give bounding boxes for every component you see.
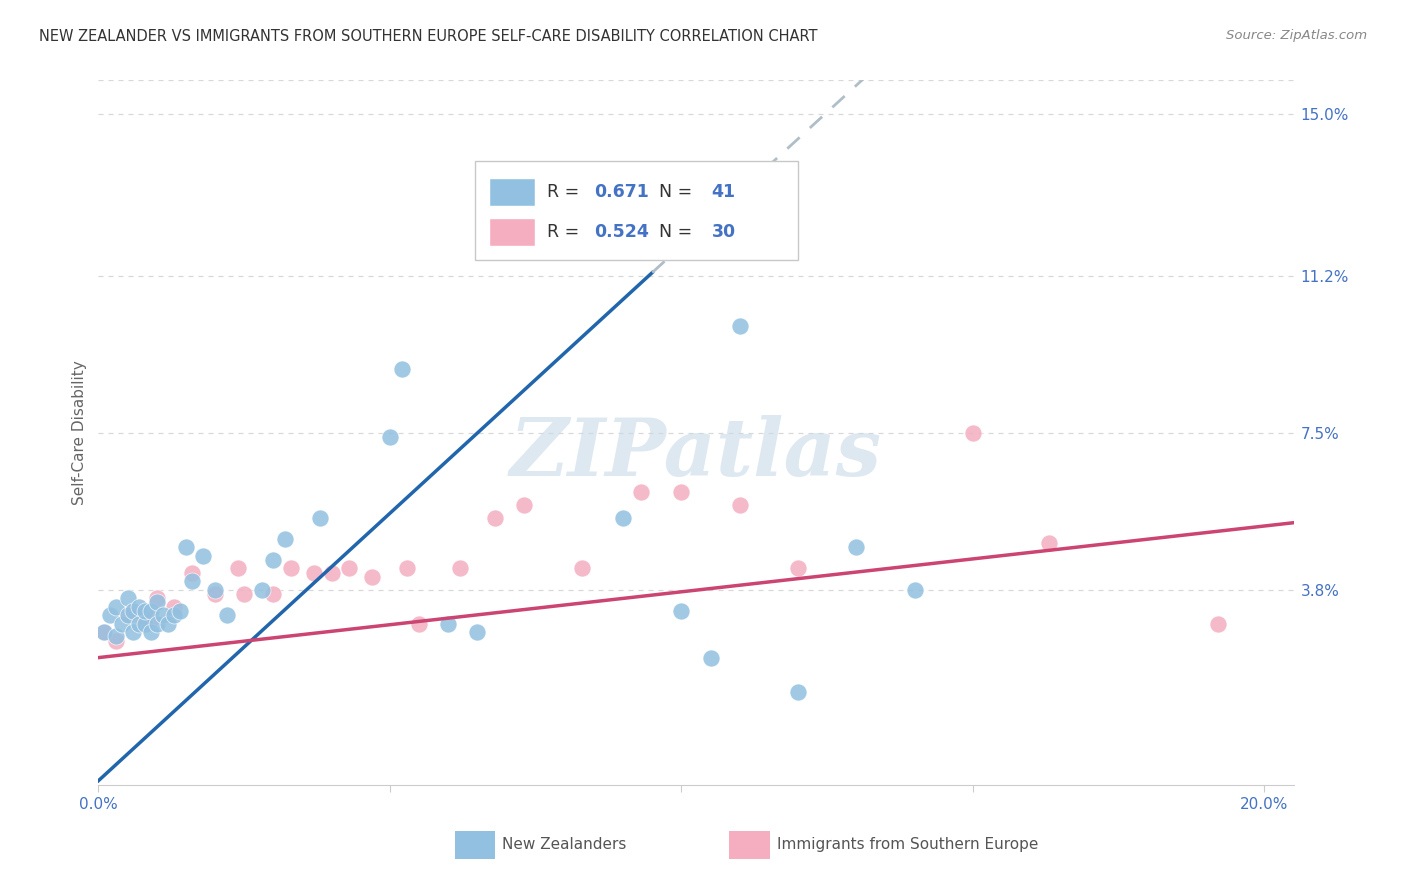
Point [145,616,167,631]
Point [157,616,180,631]
Point [787,561,810,575]
Point [180,574,202,589]
Point [408,616,430,631]
Point [302,566,325,580]
Point [139,604,162,618]
Point [1038,536,1060,550]
FancyBboxPatch shape [475,161,797,260]
Point [122,625,145,640]
Point [845,540,868,554]
Point [128,616,150,631]
FancyBboxPatch shape [454,830,495,859]
Point [396,561,419,575]
Point [787,684,810,698]
Point [321,566,343,580]
Point [467,625,489,640]
Point [111,616,134,631]
Point [728,498,751,512]
Text: NEW ZEALANDER VS IMMIGRANTS FROM SOUTHERN EUROPE SELF-CARE DISABILITY CORRELATIO: NEW ZEALANDER VS IMMIGRANTS FROM SOUTHER… [39,29,818,44]
Point [903,582,925,597]
Point [378,430,401,444]
Text: 0.671: 0.671 [595,183,650,201]
FancyBboxPatch shape [491,219,534,246]
Point [152,608,174,623]
Point [699,650,721,665]
Point [391,362,413,376]
Text: 0.524: 0.524 [595,223,650,241]
Point [145,595,167,609]
Point [204,587,226,601]
Point [134,616,156,631]
Point [193,549,215,563]
Point [233,587,256,601]
Point [484,510,506,524]
Point [274,532,297,546]
Point [134,604,156,618]
Point [169,604,191,618]
Point [262,553,284,567]
Text: R =: R = [547,183,585,201]
Point [98,608,121,623]
Y-axis label: Self-Care Disability: Self-Care Disability [72,360,87,505]
Point [250,582,273,597]
Point [139,625,162,640]
Point [104,629,127,643]
Text: N =: N = [648,223,697,241]
Point [262,587,284,601]
Point [571,561,593,575]
Point [117,591,139,606]
Point [117,608,139,623]
Point [139,612,162,626]
Point [117,608,139,623]
Point [204,582,226,597]
Point [128,608,150,623]
Point [104,599,127,614]
Point [671,485,693,500]
Point [180,566,202,580]
Point [337,561,360,575]
Point [671,604,693,618]
Text: New Zealanders: New Zealanders [502,838,627,853]
Point [449,561,471,575]
Point [630,485,652,500]
FancyBboxPatch shape [730,830,770,859]
Point [145,591,167,606]
Point [309,510,332,524]
Point [280,561,302,575]
Point [215,608,238,623]
Point [1206,616,1229,631]
Point [104,633,127,648]
Point [93,625,115,640]
Point [728,319,751,334]
Text: N =: N = [648,183,697,201]
Text: Source: ZipAtlas.com: Source: ZipAtlas.com [1226,29,1367,42]
Point [122,604,145,618]
Point [163,608,186,623]
Text: R =: R = [547,223,585,241]
Point [128,599,150,614]
Point [437,616,460,631]
Point [513,498,536,512]
Point [93,625,115,640]
FancyBboxPatch shape [491,179,534,206]
Point [612,510,634,524]
Point [962,425,984,440]
Text: 30: 30 [711,223,735,241]
Text: ZIPatlas: ZIPatlas [510,415,882,492]
Point [228,561,250,575]
Text: Immigrants from Southern Europe: Immigrants from Southern Europe [778,838,1039,853]
Point [163,599,186,614]
Text: 41: 41 [711,183,735,201]
Point [361,570,384,584]
Point [174,540,197,554]
